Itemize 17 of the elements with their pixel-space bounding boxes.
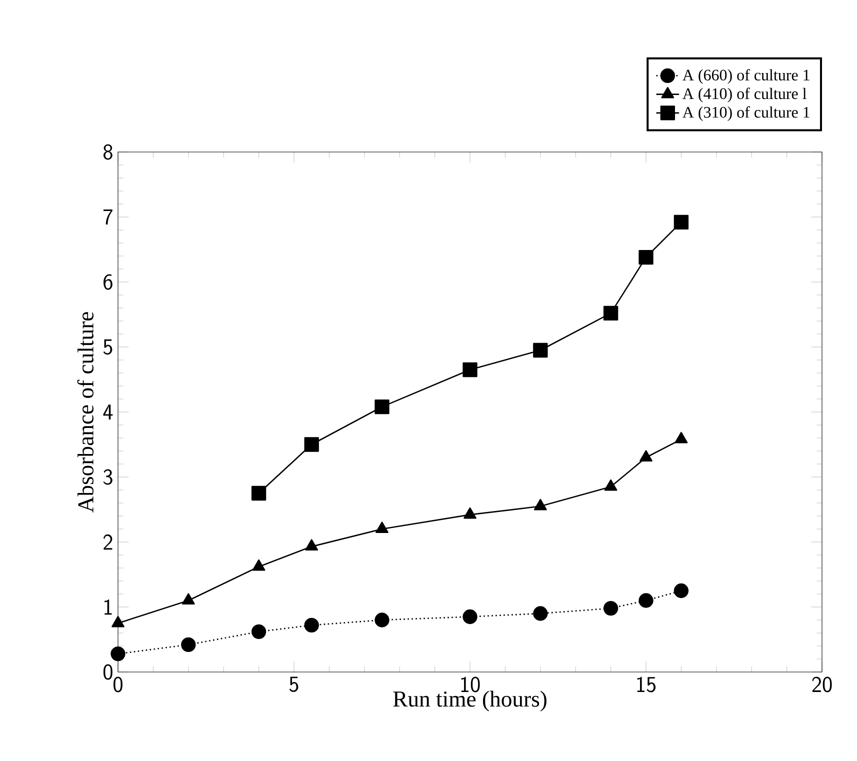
y-tick-label: 5 — [103, 339, 112, 355]
y-tick-label: 4 — [103, 404, 113, 420]
y-tick-label: 8 — [104, 144, 112, 160]
y-tick-label: 6 — [104, 274, 112, 290]
legend-label: A (310) of culture 1 — [682, 106, 810, 121]
y-tick-label: 3 — [104, 469, 112, 485]
legend-label: A (410) of culture l — [682, 88, 806, 102]
y-tick-label: 7 — [104, 209, 112, 225]
x-tick-label: 20 — [812, 676, 832, 692]
x-tick-label: 15 — [637, 676, 656, 692]
y-tick-label: 0 — [103, 664, 112, 680]
legend-label: A (660) of culture 1 — [682, 69, 810, 84]
x-tick-label: 5 — [289, 676, 298, 692]
y-tick-label: 2 — [104, 534, 112, 550]
y-axis-title: Absorbance of culture — [77, 312, 94, 512]
y-tick-label: 1 — [104, 599, 112, 615]
x-tick-label: 10 — [461, 676, 480, 692]
